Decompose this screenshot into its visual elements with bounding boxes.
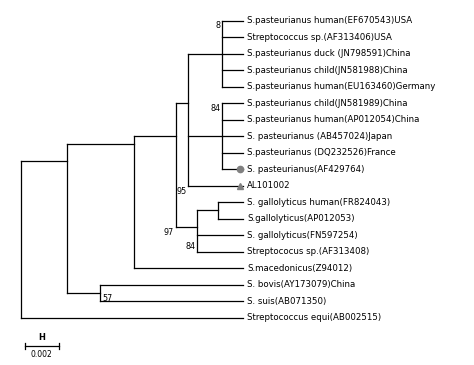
Text: 95: 95 — [176, 187, 187, 196]
Text: 8: 8 — [216, 22, 221, 31]
Text: S.pasteurianus human(EU163460)Germany: S.pasteurianus human(EU163460)Germany — [247, 82, 435, 91]
Text: S. gallolyticus human(FR824043): S. gallolyticus human(FR824043) — [247, 198, 390, 207]
Text: S.pasteurianus human(AP012054)China: S.pasteurianus human(AP012054)China — [247, 115, 419, 124]
Text: Streptococcus sp.(AF313406)USA: Streptococcus sp.(AF313406)USA — [247, 33, 392, 42]
Text: S.macedonicus(Z94012): S.macedonicus(Z94012) — [247, 264, 352, 273]
Text: H: H — [38, 333, 46, 342]
Text: S. pasteurianus (AB457024)Japan: S. pasteurianus (AB457024)Japan — [247, 132, 392, 141]
Text: 84: 84 — [210, 104, 220, 113]
Text: 0.002: 0.002 — [31, 350, 53, 359]
Text: S. gallolyticus(FN597254): S. gallolyticus(FN597254) — [247, 231, 357, 240]
Text: S.gallolyticus(AP012053): S.gallolyticus(AP012053) — [247, 214, 355, 223]
Text: S. pasteurianus(AF429764): S. pasteurianus(AF429764) — [247, 165, 365, 174]
Text: 57: 57 — [102, 294, 112, 303]
Text: S.pasteurianus duck (JN798591)China: S.pasteurianus duck (JN798591)China — [247, 49, 410, 58]
Text: Streptococcus equi(AB002515): Streptococcus equi(AB002515) — [247, 313, 381, 322]
Text: AL101002: AL101002 — [247, 181, 291, 190]
Text: S.pasteurianus child(JN581988)China: S.pasteurianus child(JN581988)China — [247, 66, 408, 75]
Text: S.pasteurianus (DQ232526)France: S.pasteurianus (DQ232526)France — [247, 148, 396, 157]
Text: S.pasteurianus child(JN581989)China: S.pasteurianus child(JN581989)China — [247, 99, 408, 108]
Text: S.pasteurianus human(EF670543)USA: S.pasteurianus human(EF670543)USA — [247, 16, 412, 25]
Text: 97: 97 — [164, 228, 174, 237]
Text: S. suis(AB071350): S. suis(AB071350) — [247, 297, 326, 306]
Text: 84: 84 — [185, 242, 195, 251]
Text: S. bovis(AY173079)China: S. bovis(AY173079)China — [247, 280, 355, 289]
Text: Streptococus sp.(AF313408): Streptococus sp.(AF313408) — [247, 247, 369, 256]
